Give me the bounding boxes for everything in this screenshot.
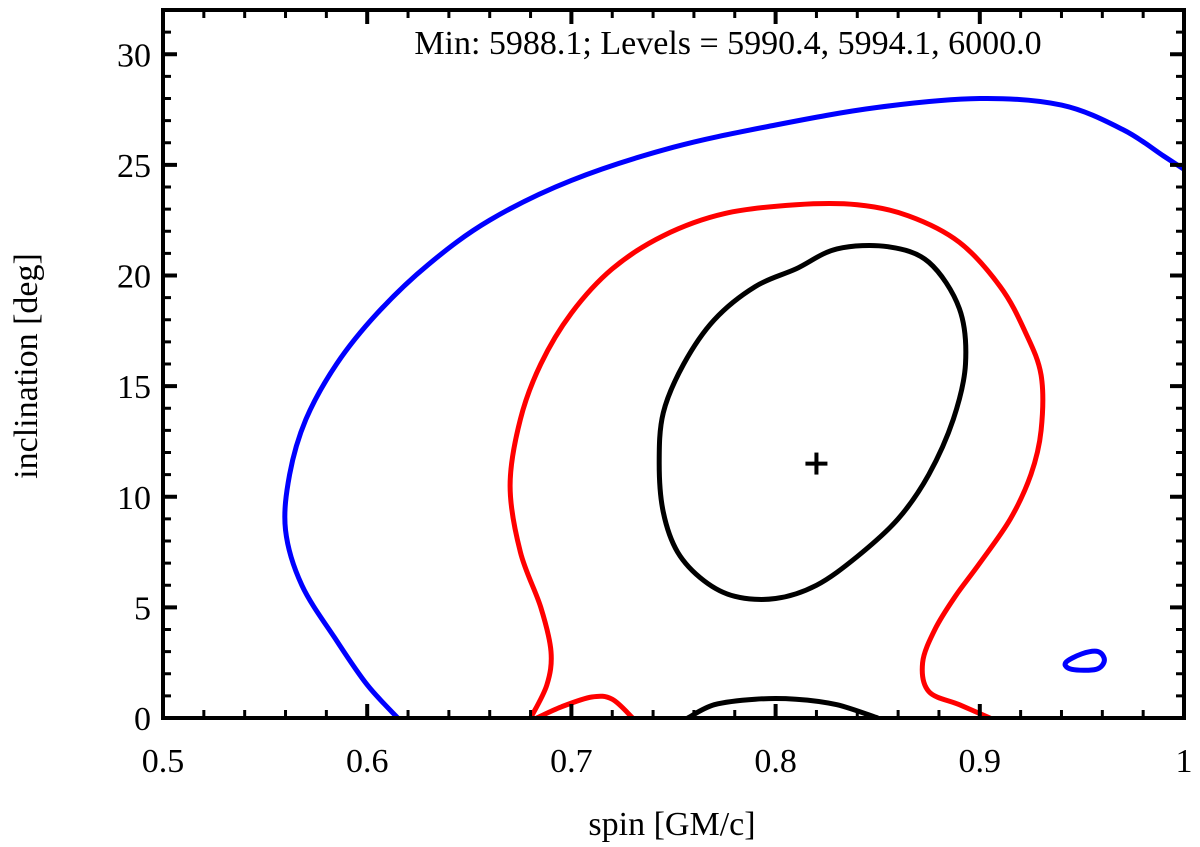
plot-frame: [161, 8, 1186, 720]
y-tick-label: 20: [117, 259, 151, 296]
x-tick-label: 0.7: [550, 743, 593, 780]
contour-5990.4-1: [656, 242, 969, 602]
y-tick-label: 5: [134, 590, 151, 627]
x-tick-label: 0.8: [754, 743, 797, 780]
contour-6000-2: [1062, 648, 1107, 673]
y-tick-label: 0: [134, 701, 151, 738]
y-axis-label: inclination [deg]: [8, 253, 45, 479]
x-tick-label: 0.5: [142, 743, 185, 780]
x-tick-label: 1: [1176, 743, 1193, 780]
x-axis-label: spin [GM/c]: [588, 806, 755, 843]
x-tick-label: 0.6: [346, 743, 389, 780]
levels-annotation: Min: 5988.1; Levels = 5990.4, 5994.1, 60…: [414, 25, 1041, 62]
y-tick-label: 10: [117, 480, 151, 517]
contour-5994.1-2: [534, 693, 636, 718]
contour-6000-1: [282, 95, 1184, 718]
minimum-marker: [805, 452, 828, 475]
contour-lines: [282, 95, 1184, 718]
x-tick-label: 0.9: [959, 743, 1002, 780]
contour-5994.1-1: [507, 200, 1046, 718]
y-tick-label: 30: [117, 37, 151, 74]
y-tick-label: 15: [117, 369, 151, 406]
contour-5990.4-2: [685, 696, 881, 718]
y-tick-label: 25: [117, 148, 151, 185]
